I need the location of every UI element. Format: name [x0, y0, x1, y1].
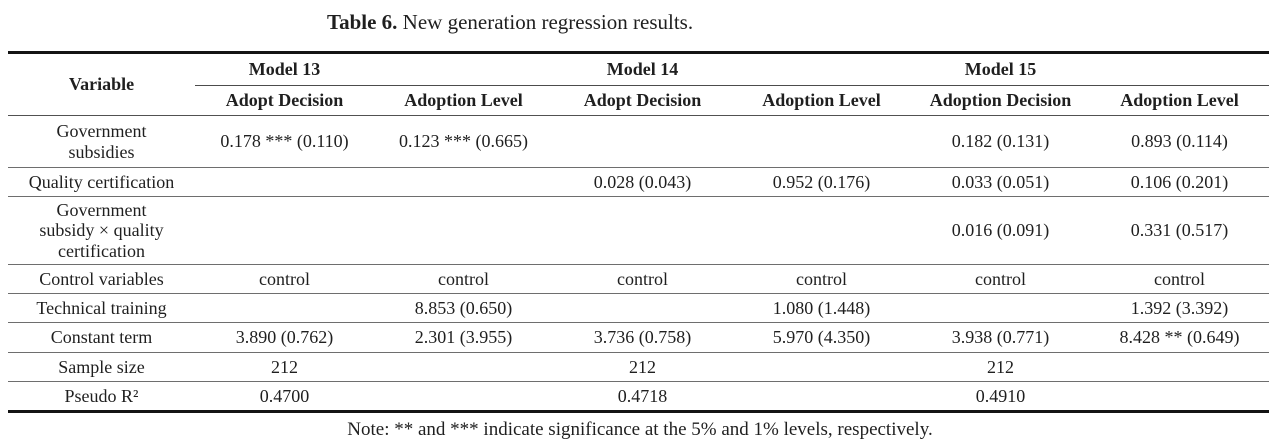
cell: 0.893 (0.114) [1090, 115, 1269, 168]
cell: 0.123 *** (0.665) [374, 115, 553, 168]
cell: 8.428 ** (0.649) [1090, 322, 1269, 353]
cell [374, 352, 553, 382]
header-model-row: Variable Model 13 Model 14 Model 15 [8, 52, 1269, 116]
cell [374, 382, 553, 412]
regression-table: Variable Model 13 Model 14 Model 15 Adop… [8, 51, 1269, 413]
row-label: Technical training [8, 293, 195, 323]
header-subcolumn-row: Adopt Decision Adoption Level Adopt Deci… [8, 85, 1269, 116]
cell [374, 167, 553, 197]
header-variable: Variable [8, 52, 195, 116]
header-m15-adoption-level: Adoption Level [1090, 85, 1269, 116]
cell: 3.736 (0.758) [553, 322, 732, 353]
row-label: Constant term [8, 322, 195, 353]
cell: 0.331 (0.517) [1090, 196, 1269, 265]
cell: control [732, 264, 911, 294]
row-label: Sample size [8, 352, 195, 382]
header-model-14: Model 14 [553, 52, 732, 86]
table-caption-label: Table 6. [327, 10, 398, 34]
cell: 5.970 (4.350) [732, 322, 911, 353]
cell [553, 293, 732, 323]
cell [732, 382, 911, 412]
cell [732, 352, 911, 382]
row-label: Control variables [8, 264, 195, 294]
header-m15-adoption-decision: Adoption Decision [911, 85, 1090, 116]
cell: 0.952 (0.176) [732, 167, 911, 197]
cell: 1.080 (1.448) [732, 293, 911, 323]
cell: 1.392 (3.392) [1090, 293, 1269, 323]
header-spacer [732, 52, 911, 86]
cell: 212 [195, 352, 374, 382]
cell [553, 196, 732, 265]
cell: 3.938 (0.771) [911, 322, 1090, 353]
cell: 0.4700 [259, 385, 310, 406]
table-note: Note: ** and *** indicate significance a… [347, 419, 933, 440]
cell: 8.853 (0.650) [374, 293, 553, 323]
cell [732, 196, 911, 265]
cell [1090, 352, 1269, 382]
cell [1090, 382, 1269, 412]
cell: 0.182 (0.131) [911, 115, 1090, 168]
header-model-13: Model 13 [195, 52, 374, 86]
header-spacer [374, 52, 553, 86]
cell: control [195, 264, 374, 294]
cell [195, 196, 374, 265]
cell: 0.106 (0.201) [1090, 167, 1269, 197]
table-row-government-subsidies: Government subsidies 0.178 *** (0.110) 0… [8, 115, 1269, 168]
cell: 0.028 (0.043) [553, 167, 732, 197]
table-row-quality-certification: Quality certification 0.028 (0.043) 0.95… [8, 167, 1269, 197]
cell [911, 293, 1090, 323]
cell: 2.301 (3.955) [374, 322, 553, 353]
cell: 212 [553, 352, 732, 382]
cell [195, 293, 374, 323]
table-row-constant-term: Constant term 3.890 (0.762) 2.301 (3.955… [8, 322, 1269, 353]
cell: 212 [911, 352, 1090, 382]
header-spacer [1090, 52, 1269, 86]
cell [374, 196, 553, 265]
row-label: Government subsidy × quality certificati… [8, 196, 195, 265]
table-row-control-variables: Control variables control control contro… [8, 264, 1269, 294]
cell: control [553, 264, 732, 294]
cell: 0.178 *** (0.110) [195, 115, 374, 168]
cell [195, 167, 374, 197]
table-caption: Table 6. New generation regression resul… [0, 0, 1280, 34]
table-row-subsidy-x-certification: Government subsidy × quality certificati… [8, 196, 1269, 265]
cell: control [374, 264, 553, 294]
header-m14-adopt-decision: Adopt Decision [553, 85, 732, 116]
header-m13-adoption-level: Adoption Level [374, 85, 553, 116]
cell: 0.4718 [617, 385, 668, 406]
cell: 3.890 (0.762) [195, 322, 374, 353]
header-model-15: Model 15 [911, 52, 1090, 86]
table-row-technical-training: Technical training 8.853 (0.650) 1.080 (… [8, 293, 1269, 323]
cell [732, 115, 911, 168]
header-m14-adoption-level: Adoption Level [732, 85, 911, 116]
table-row-sample-size: Sample size 212 212 212 [8, 352, 1269, 382]
row-label: Government subsidies [8, 115, 195, 168]
header-m13-adopt-decision: Adopt Decision [195, 85, 374, 116]
cell: 0.016 (0.091) [911, 196, 1090, 265]
cell: control [1090, 264, 1269, 294]
cell: 0.033 (0.051) [911, 167, 1090, 197]
cell: control [911, 264, 1090, 294]
row-label: Pseudo R² [64, 385, 139, 406]
row-label: Quality certification [8, 167, 195, 197]
cell [553, 115, 732, 168]
cell: 0.4910 [975, 385, 1026, 406]
table-caption-text: New generation regression results. [397, 10, 694, 34]
table-row-pseudo-r2: Pseudo R² 0.4700 0.4718 0.4910 [8, 382, 1269, 412]
